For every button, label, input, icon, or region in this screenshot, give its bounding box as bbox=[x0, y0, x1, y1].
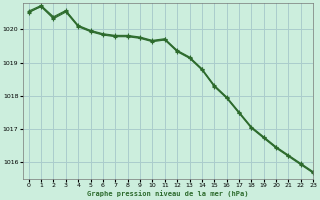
X-axis label: Graphe pression niveau de la mer (hPa): Graphe pression niveau de la mer (hPa) bbox=[87, 190, 249, 197]
